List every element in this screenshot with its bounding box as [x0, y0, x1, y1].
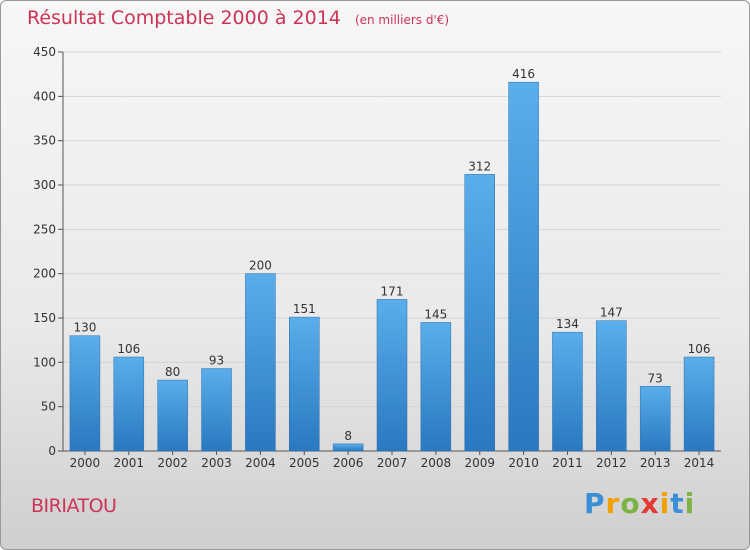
x-tick-label-2005: 2005	[289, 456, 320, 470]
data-label-2007: 171	[381, 284, 404, 298]
bar-2009[interactable]	[464, 174, 495, 452]
bar-2007[interactable]	[376, 299, 408, 452]
y-tick-label: 100	[33, 355, 56, 369]
data-label-2006: 8	[344, 429, 352, 443]
bar-2003[interactable]	[201, 368, 232, 452]
bar-2013[interactable]	[639, 386, 671, 452]
data-label-2013: 73	[648, 371, 663, 385]
y-tick-label: 450	[33, 45, 56, 59]
y-tick-label: 150	[33, 311, 56, 325]
data-label-2014: 106	[688, 342, 711, 356]
data-label-2002: 80	[165, 365, 180, 379]
bar-2005[interactable]	[289, 316, 320, 452]
y-tick-label: 300	[33, 178, 56, 192]
chart-subtitle: (en milliers d'€)	[354, 13, 450, 27]
data-label-2000: 130	[73, 321, 96, 335]
logo-letter: P	[584, 487, 606, 520]
data-label-2003: 93	[209, 354, 224, 368]
commune-name: BIRIATOU	[31, 495, 117, 517]
logo-letter: i	[684, 487, 696, 520]
data-label-2010: 416	[512, 67, 535, 81]
proxiti-logo[interactable]: Proxiti	[584, 487, 695, 520]
x-tick-label-2007: 2007	[377, 456, 408, 470]
x-tick-label-2010: 2010	[508, 456, 539, 470]
x-tick-label-2003: 2003	[201, 456, 232, 470]
y-tick-label: 50	[41, 400, 56, 414]
x-tick-label-2001: 2001	[114, 456, 145, 470]
bar-2006[interactable]	[332, 443, 364, 452]
x-tick-label-2013: 2013	[640, 456, 671, 470]
y-tick-label: 400	[33, 89, 56, 103]
y-tick-label: 350	[33, 134, 56, 148]
data-label-2008: 145	[424, 307, 447, 321]
logo-letter: r	[605, 487, 621, 520]
y-tick-label: 0	[48, 444, 56, 458]
x-tick-label-2002: 2002	[157, 456, 188, 470]
logo-letter: o	[620, 487, 641, 520]
data-label-2012: 147	[600, 306, 623, 320]
x-tick-label-2008: 2008	[421, 456, 452, 470]
bar-2014[interactable]	[683, 356, 715, 452]
bar-2001[interactable]	[113, 356, 145, 452]
bar-2012[interactable]	[596, 320, 627, 452]
bar-2004[interactable]	[245, 273, 276, 452]
bar-2011[interactable]	[552, 331, 583, 452]
x-tick-label-2014: 2014	[684, 456, 715, 470]
data-label-2004: 200	[249, 259, 272, 273]
bar-2010[interactable]	[508, 81, 539, 452]
x-tick-label-2011: 2011	[552, 456, 583, 470]
y-tick-label: 250	[33, 222, 56, 236]
y-tick-labels: 0 50 100 150 200 250 300 350 400 450	[33, 45, 56, 458]
logo-letter: i	[659, 487, 671, 520]
x-tick-label-2012: 2012	[596, 456, 627, 470]
data-label-2011: 134	[556, 317, 579, 331]
data-label-2001: 106	[117, 342, 140, 356]
data-label-2009: 312	[468, 159, 491, 173]
chart-title-text: Résultat Comptable 2000 à 2014	[27, 7, 341, 29]
x-tick-labels: 2000 2001 2002 2003 2004 2005 2006 2007 2008 2009…	[70, 456, 715, 470]
bars	[69, 81, 715, 452]
bar-2000[interactable]	[69, 335, 101, 452]
data-label-2005: 151	[293, 302, 316, 316]
x-tick-label-2006: 2006	[333, 456, 364, 470]
bar-2002[interactable]	[157, 379, 188, 452]
y-tick-label: 200	[33, 267, 56, 281]
x-tick-label-2004: 2004	[245, 456, 276, 470]
x-tick-label-2000: 2000	[70, 456, 101, 470]
x-tick-label-2009: 2009	[464, 456, 495, 470]
chart-title: Résultat Comptable 2000 à 2014 (en milli…	[27, 7, 449, 29]
logo-letter: t	[670, 487, 685, 520]
data-labels: 130 106 80 93 200 151 8 171 145 312 416 134 147 73 106	[73, 67, 710, 443]
bar-2008[interactable]	[420, 322, 452, 452]
logo-letter: x	[640, 487, 660, 520]
